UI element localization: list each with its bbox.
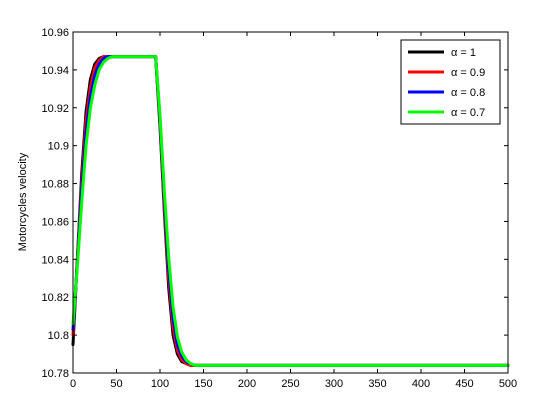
y-tick-label: 10.94 bbox=[41, 65, 69, 77]
x-tick-label: 400 bbox=[412, 378, 430, 390]
series-layer bbox=[71, 55, 510, 367]
legend-label-4: α = 0.7 bbox=[451, 107, 485, 119]
x-tick-label: 450 bbox=[455, 378, 473, 390]
series-line-4 bbox=[71, 55, 510, 367]
y-tick-label: 10.78 bbox=[41, 368, 69, 380]
y-tick-label: 10.92 bbox=[41, 103, 69, 115]
legend: α = 1 α = 0.9 α = 0.8 α = 0.7 bbox=[400, 39, 501, 125]
y-tick-label: 10.9 bbox=[48, 141, 69, 153]
legend-label-2: α = 0.9 bbox=[451, 67, 485, 79]
x-tick-label: 100 bbox=[151, 378, 169, 390]
y-axis-label: Motorcycles velocity bbox=[17, 152, 29, 251]
legend-label-1: α = 1 bbox=[451, 47, 476, 59]
ticks-layer: 0 50 100 150 200 250 300 350 400 450 500 10.78 10.8 1… bbox=[41, 27, 517, 390]
legend-label-3: α = 0.8 bbox=[451, 87, 485, 99]
x-tick-label: 0 bbox=[70, 378, 76, 390]
x-tick-label: 50 bbox=[110, 378, 122, 390]
y-tick-label: 10.8 bbox=[48, 330, 69, 342]
y-tick-label: 10.88 bbox=[41, 179, 69, 191]
x-tick-label: 150 bbox=[194, 378, 212, 390]
x-tick-label: 200 bbox=[238, 378, 256, 390]
x-tick-label: 250 bbox=[281, 378, 299, 390]
legend-box bbox=[400, 39, 501, 125]
y-tick-label: 10.84 bbox=[41, 254, 69, 266]
y-tick-label: 10.82 bbox=[41, 292, 69, 304]
x-tick-label: 500 bbox=[499, 378, 517, 390]
y-tick-label: 10.86 bbox=[41, 216, 69, 228]
x-tick-label: 300 bbox=[325, 378, 343, 390]
y-tick-label: 10.96 bbox=[41, 27, 69, 39]
x-tick-label: 350 bbox=[368, 378, 386, 390]
